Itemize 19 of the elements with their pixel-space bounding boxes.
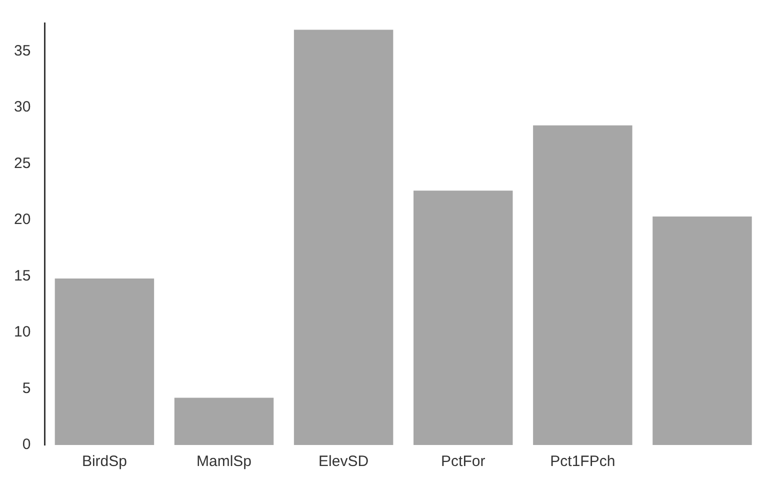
- x-tick-label: MamlSp: [196, 453, 252, 470]
- x-tick-label: Pct1FPch: [550, 453, 616, 470]
- x-tick-label: BirdSp: [82, 453, 127, 470]
- x-tick-label: PctFor: [441, 453, 486, 470]
- y-tick-label: 30: [14, 98, 31, 116]
- bar: [54, 278, 154, 445]
- y-tick-label: 35: [14, 42, 31, 60]
- bar: [294, 30, 394, 445]
- y-tick-label: 15: [14, 267, 31, 284]
- bar: [174, 398, 274, 445]
- y-tick-label: 5: [22, 380, 31, 397]
- y-tick-label: 25: [14, 154, 31, 172]
- bar: [533, 125, 632, 445]
- y-tick-label: 0: [22, 436, 31, 454]
- y-tick-label: 20: [14, 211, 31, 228]
- y-tick-label: 10: [14, 324, 31, 341]
- bar: [414, 190, 513, 445]
- x-tick-label: ElevSD: [318, 453, 369, 470]
- bar: [652, 216, 752, 445]
